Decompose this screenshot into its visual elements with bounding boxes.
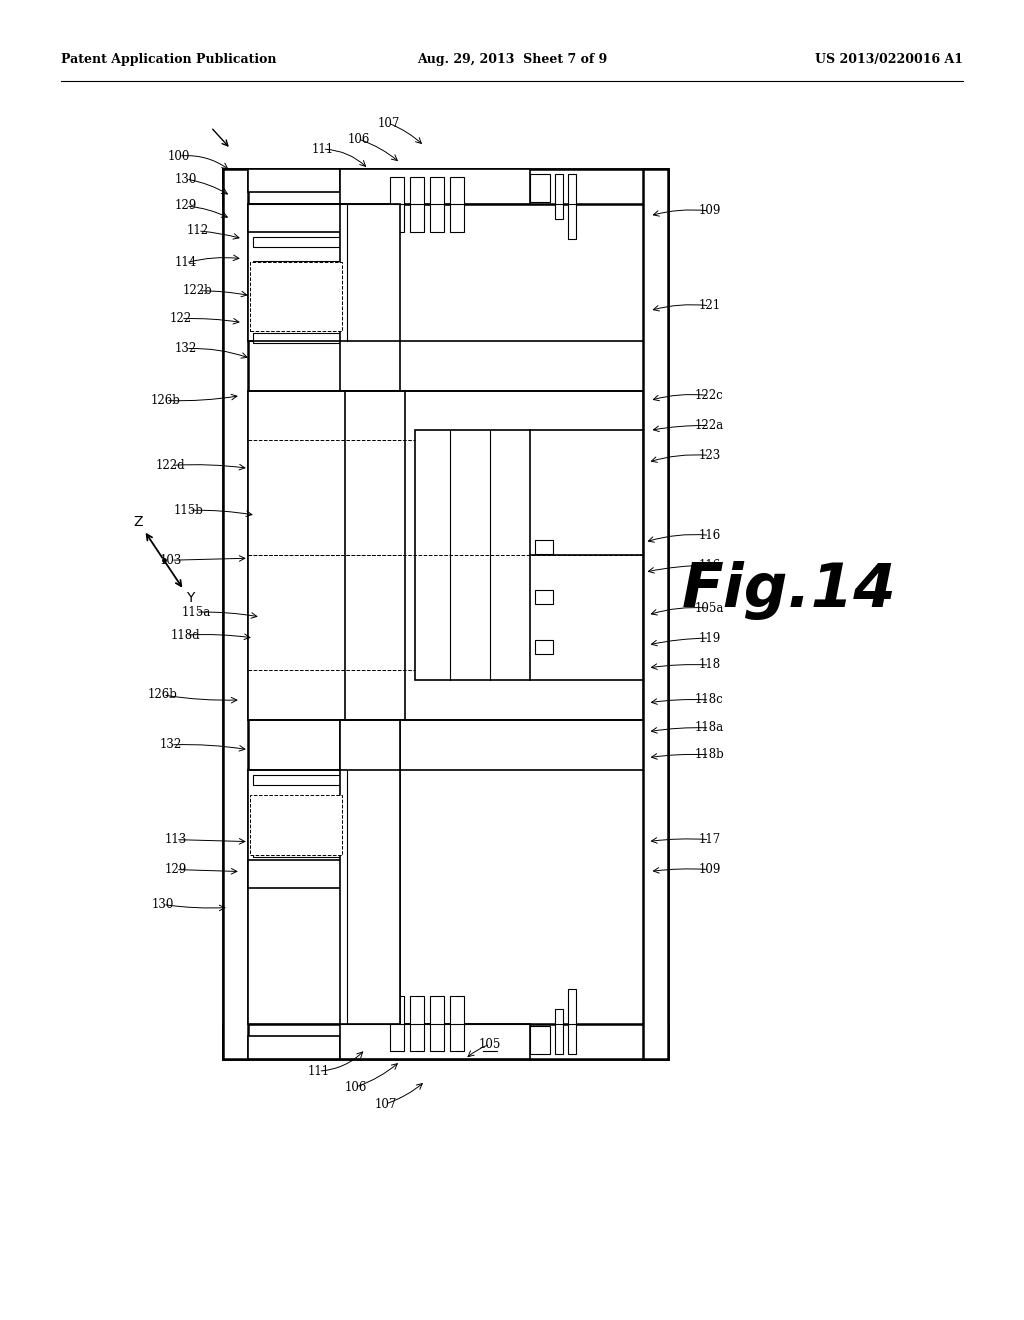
Text: 105: 105 [479,1038,501,1051]
Text: 118c: 118c [695,693,724,706]
Bar [535,590,553,605]
Bar [430,997,444,1051]
Bar [390,177,404,232]
Bar [535,540,553,554]
Bar [568,174,575,239]
Text: 118d: 118d [171,628,201,642]
Bar [340,719,400,1024]
Text: 112: 112 [186,224,209,238]
Text: 111: 111 [307,1065,330,1077]
Text: Patent Application Publication: Patent Application Publication [61,53,276,66]
Text: 106: 106 [344,1081,367,1093]
Text: 115b: 115b [174,504,204,517]
Text: 109: 109 [698,863,721,876]
Text: Z: Z [133,515,142,529]
Text: 116: 116 [698,558,721,572]
Text: 113: 113 [165,833,187,846]
Text: 103: 103 [160,553,182,566]
Text: 132: 132 [175,342,197,355]
Text: 126b: 126b [151,395,181,407]
Bar [250,261,342,331]
Text: 129: 129 [175,199,197,213]
Bar [253,236,345,247]
Bar [555,1010,563,1055]
Bar [411,177,424,232]
Text: 129: 129 [165,863,187,876]
Text: 115a: 115a [181,606,211,619]
Bar [248,205,350,341]
Bar [555,174,563,219]
Bar [643,169,668,1059]
Bar [411,997,424,1051]
Bar [340,719,400,1024]
Text: 117: 117 [698,833,721,846]
Bar [253,309,345,318]
Bar [253,799,345,809]
Bar [250,795,342,854]
Text: 107: 107 [377,116,399,129]
Bar [253,775,345,784]
Text: 126b: 126b [148,689,178,701]
Bar [535,640,553,653]
Text: 118: 118 [698,659,721,672]
Text: 130: 130 [175,173,197,186]
Bar [248,770,350,1024]
Bar [223,1024,668,1059]
Text: 130: 130 [152,898,174,911]
Bar [253,846,345,857]
Bar [451,997,464,1051]
Text: 122: 122 [170,313,191,325]
Bar [253,261,345,271]
Text: 122b: 122b [183,284,213,297]
Bar [223,169,668,1059]
Bar [451,177,464,232]
Bar [340,205,400,391]
Text: 106: 106 [347,132,370,145]
Text: 118b: 118b [694,748,724,762]
Text: 132: 132 [160,738,182,751]
Bar [253,822,345,833]
Text: 123: 123 [698,449,721,462]
Bar [253,285,345,294]
Text: 107: 107 [374,1097,396,1110]
Bar [390,997,404,1051]
Text: 122c: 122c [695,389,724,403]
Text: 119: 119 [698,631,721,644]
Bar [248,859,350,887]
Bar [248,391,643,719]
Bar [248,1036,340,1059]
Bar [340,169,530,205]
Text: 114: 114 [175,256,197,269]
Text: US 2013/0220016 A1: US 2013/0220016 A1 [815,53,963,66]
Text: 105a: 105a [694,602,724,615]
Bar [568,989,575,1055]
Text: 121: 121 [698,300,721,313]
Bar [223,169,248,1059]
Text: 100: 100 [168,149,190,162]
Text: 109: 109 [698,205,721,218]
Bar [340,1024,530,1059]
Text: 111: 111 [311,143,334,156]
Text: 116: 116 [698,529,721,541]
Bar [223,169,668,205]
Bar [248,169,340,191]
Text: Y: Y [185,591,195,605]
Bar [530,1026,550,1055]
Bar [430,177,444,232]
Bar [530,174,550,202]
Bar [416,430,530,680]
Text: 118a: 118a [695,721,724,734]
Text: 122a: 122a [695,418,724,432]
Text: Aug. 29, 2013  Sheet 7 of 9: Aug. 29, 2013 Sheet 7 of 9 [417,53,607,66]
Bar [253,333,345,343]
Text: Fig.14: Fig.14 [682,561,897,619]
Bar [248,205,350,232]
Text: 122d: 122d [156,459,185,473]
